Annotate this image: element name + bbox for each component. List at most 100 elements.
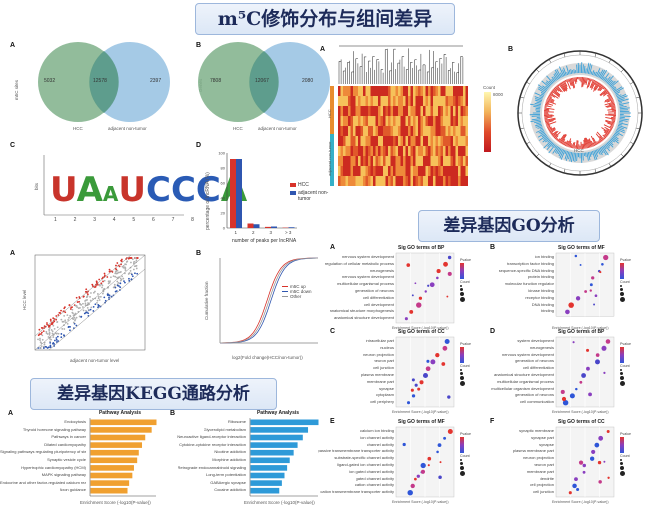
scatter-point — [129, 270, 132, 272]
scatter-point — [42, 347, 45, 349]
heatmap-cell — [405, 86, 408, 96]
heatmap-cell — [460, 166, 463, 176]
circos-red-bar — [597, 84, 603, 91]
circos-blue-bar — [554, 69, 561, 79]
heatmap-cell — [455, 146, 458, 156]
go-legend: Pvalue Count — [460, 432, 471, 477]
heatmap-cell — [413, 116, 416, 126]
go-dot — [414, 383, 418, 387]
scatter-point — [42, 330, 45, 333]
circos-blue-bar — [531, 118, 541, 121]
heatmap-cell — [380, 136, 383, 146]
heatmap-cell — [353, 116, 356, 126]
scatter-point — [112, 275, 115, 277]
circos-blue-bar — [600, 70, 608, 80]
heatmap-cell — [465, 96, 468, 106]
scatter-point — [55, 338, 58, 341]
panel-label-b-kegg: B — [170, 410, 176, 417]
scatter-point — [122, 266, 125, 269]
circos-red-bar — [546, 121, 557, 126]
circos-red-bar — [546, 97, 555, 102]
circos-red-bar — [592, 142, 596, 147]
heatmap-cell — [458, 106, 461, 116]
heatmap-cell — [365, 96, 368, 106]
heatmap-cell — [443, 176, 446, 186]
heatmap-cell — [355, 126, 358, 136]
circos-red-bar — [544, 116, 553, 119]
venn-a-right-label: adjacent non-tumor — [108, 126, 147, 131]
heatmap-cell — [375, 136, 378, 146]
go-term-label: cell development — [363, 301, 394, 307]
heatmap-cell — [400, 166, 403, 176]
go-dot — [426, 359, 430, 363]
scatter-point — [131, 258, 134, 261]
go-panel-d: D Sig GO terms of BP system development neu… — [490, 328, 648, 416]
circos-blue-bar — [551, 143, 555, 147]
scatter-point — [77, 307, 80, 310]
scatter-point — [82, 295, 85, 298]
heatmap-cell — [463, 126, 466, 136]
venn-a-overlap — [89, 51, 119, 113]
circos-red-bar — [582, 143, 585, 149]
scatter-point — [130, 261, 132, 264]
circos-blue-bar — [617, 98, 625, 102]
scatter-point — [53, 339, 56, 342]
go-dot — [438, 475, 442, 479]
kegg-category-label: Endocrine and other factor-regulated cal… — [0, 479, 86, 485]
heatmap-cell — [365, 86, 368, 96]
scatter-point — [71, 306, 73, 308]
go-dot — [582, 463, 587, 468]
heatmap-cell — [345, 106, 348, 116]
scatter-point — [69, 314, 72, 317]
scatter-point — [87, 302, 89, 304]
heatmap-cell — [368, 86, 371, 96]
scatter-point — [97, 305, 100, 307]
heatmap-cell — [408, 86, 411, 96]
go-dot-plot — [555, 252, 615, 317]
go-term-label: generation of neurons — [515, 358, 554, 364]
heatmap-cell — [403, 156, 406, 166]
circos-red-bar — [605, 119, 615, 124]
heatmap-cell — [370, 126, 373, 136]
heatmap-cell — [460, 156, 463, 166]
motif-pos: 4 — [112, 217, 116, 223]
heatmap-cell — [348, 146, 351, 156]
circos-red-bar — [587, 139, 591, 148]
scatter-point — [97, 283, 99, 286]
circos-red-bar — [554, 86, 560, 92]
heatmap-cell — [380, 96, 383, 106]
circos-blue-bar — [536, 122, 542, 125]
go-term-label: synapse part — [531, 434, 554, 440]
circos-blue-bar — [606, 75, 614, 84]
heatmap-cell — [373, 166, 376, 176]
heatmap-cell — [373, 116, 376, 126]
scatter-point — [69, 325, 71, 328]
scatter-point — [114, 275, 117, 278]
heatmap-cell — [393, 136, 396, 146]
circos-red-bar — [551, 130, 557, 136]
circos-red-bar — [609, 125, 614, 129]
heatmap-cell — [393, 146, 396, 156]
peaks-bar — [288, 227, 295, 228]
scatter-point — [135, 259, 138, 262]
circos-blue-bar — [570, 152, 574, 163]
scatter-point — [49, 318, 52, 321]
go-panel-label: C — [330, 328, 336, 335]
scatter-point — [45, 330, 48, 333]
go-dot — [591, 276, 595, 280]
circos-blue-bar — [573, 69, 575, 74]
circos-blue-bar — [603, 145, 607, 150]
go-term-label: synapse — [379, 385, 394, 391]
circos-red-bar — [550, 91, 554, 94]
heatmap-cell — [405, 146, 408, 156]
circos-blue-bar — [587, 63, 591, 74]
heatmap-cell — [435, 156, 438, 166]
circos-blue-bar — [619, 109, 628, 111]
scatter-point — [89, 299, 92, 302]
circos-tick — [548, 163, 552, 167]
circos-blue-bar — [619, 120, 623, 123]
circos-blue-bar — [619, 119, 628, 122]
go-dot — [568, 302, 574, 308]
scatter-point — [46, 347, 49, 349]
scatter-point — [58, 311, 61, 314]
